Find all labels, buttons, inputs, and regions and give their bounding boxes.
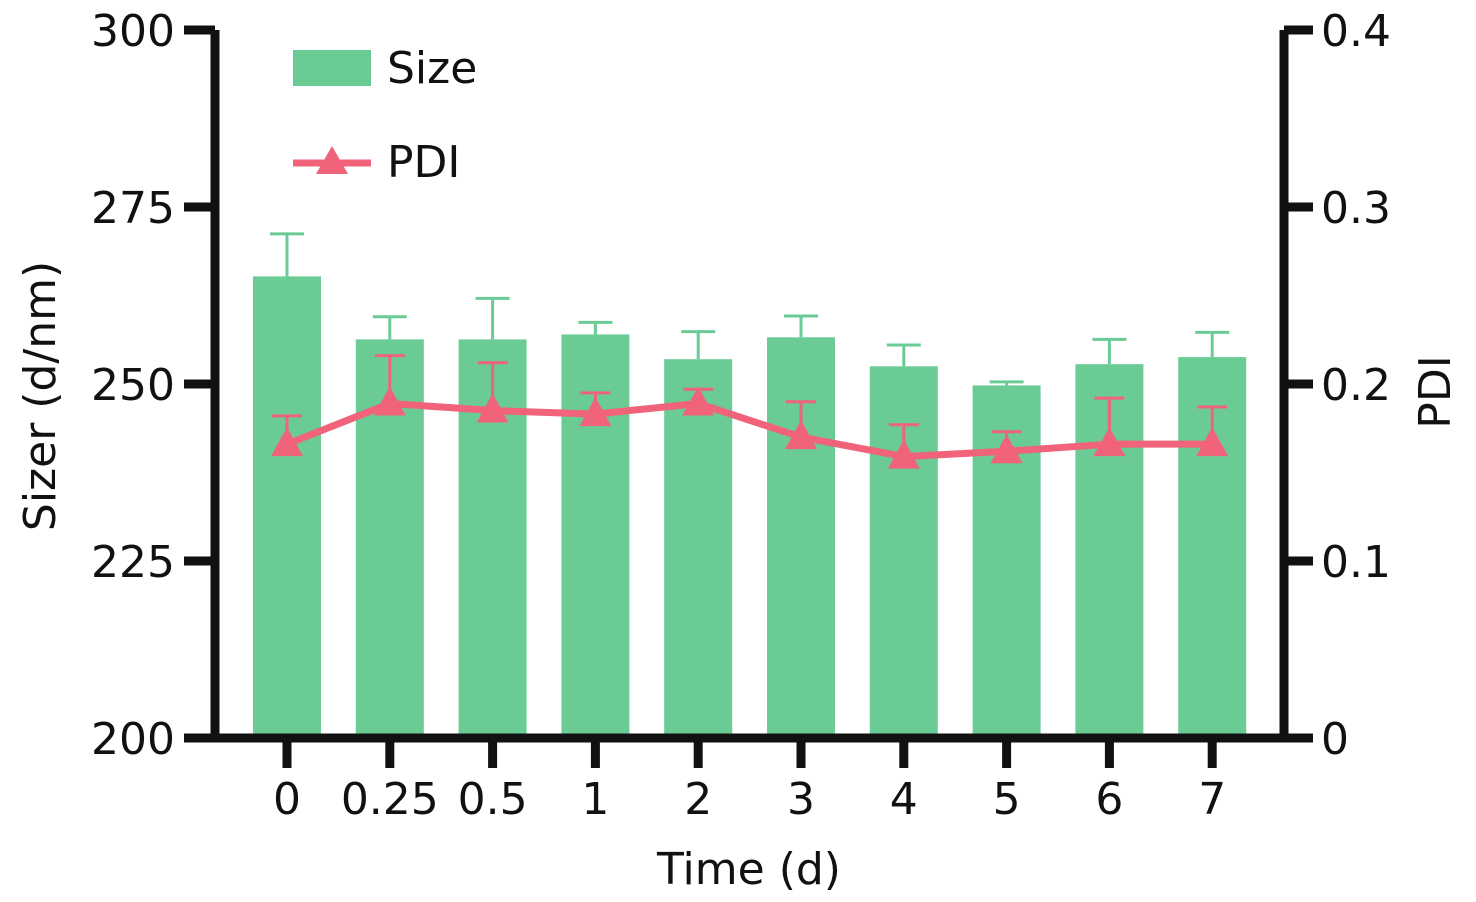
x-tick-label: 4	[890, 774, 918, 825]
x-tick-label: 1	[581, 774, 609, 825]
pdi-point-3	[785, 420, 817, 450]
x-tick-label: 7	[1198, 774, 1226, 825]
right-tick-label: 0.1	[1321, 537, 1391, 588]
error-bar-size-2	[681, 330, 716, 360]
pdi-point-2	[682, 386, 715, 416]
error-bar-size-3	[784, 314, 818, 338]
size-error-bars	[270, 232, 1230, 386]
legend-size-label: Size	[387, 43, 477, 94]
left-tick-label: 200	[91, 714, 175, 765]
error-bar-size-7	[1195, 330, 1230, 358]
pdi-point-4	[887, 439, 920, 469]
pdi-point-6	[1093, 427, 1126, 457]
error-bar-size-0.25	[372, 315, 407, 340]
legend: Size PDI	[293, 43, 477, 188]
error-bar-size-4	[886, 343, 921, 367]
size-bars	[253, 276, 1247, 738]
pdi-point-7	[1196, 427, 1229, 457]
x-tick-label: 6	[1095, 774, 1123, 825]
bar-size-4	[869, 366, 938, 738]
x-axis-ticks: 0 0.25 0.5 1 2 3 4 5 6 7	[273, 738, 1226, 825]
left-axis-ticks: 200 225 250 275 300	[91, 6, 215, 765]
right-axis-title: PDI	[1410, 355, 1461, 428]
pdi-point-1	[579, 397, 612, 427]
legend-pdi-label: PDI	[387, 137, 460, 188]
pdi-point-0	[271, 427, 303, 457]
right-tick-label: 0.4	[1321, 6, 1391, 57]
bar-size-3	[767, 337, 835, 738]
left-tick-label: 275	[91, 183, 175, 234]
pdi-point-0.25	[373, 386, 406, 416]
legend-pdi-marker	[316, 146, 348, 174]
right-tick-label: 0.3	[1321, 183, 1391, 234]
x-tick-label: 0	[273, 774, 301, 825]
error-bar-size-0.5	[475, 296, 510, 340]
x-axis-title: Time (d)	[656, 844, 841, 895]
error-bar-size-0	[270, 232, 304, 277]
left-axis-title: Sizer (d/nm)	[15, 261, 66, 531]
pdi-series-line	[285, 399, 1213, 461]
bar-size-0	[253, 276, 321, 738]
error-bar-size-6	[1092, 337, 1127, 365]
pdi-point-0.5	[476, 393, 509, 423]
x-tick-label: 0.25	[341, 774, 439, 825]
x-tick-label: 2	[684, 774, 712, 825]
error-bar-size-1	[578, 320, 613, 335]
left-tick-label: 250	[91, 360, 175, 411]
left-tick-label: 225	[91, 537, 175, 588]
right-tick-label: 0.2	[1321, 360, 1391, 411]
error-bar-size-5	[989, 380, 1024, 386]
x-tick-label: 5	[993, 774, 1021, 825]
left-tick-label: 300	[91, 6, 175, 57]
right-axis-ticks: 0 0.1 0.2 0.3 0.4	[1284, 6, 1391, 765]
x-tick-label: 3	[787, 774, 815, 825]
bar-size-2	[664, 359, 733, 738]
pdi-point-5	[990, 434, 1023, 464]
pdi-markers	[271, 386, 1229, 469]
x-tick-label: 0.5	[458, 774, 528, 825]
right-tick-label: 0	[1321, 714, 1349, 765]
legend-size-swatch	[293, 50, 371, 86]
